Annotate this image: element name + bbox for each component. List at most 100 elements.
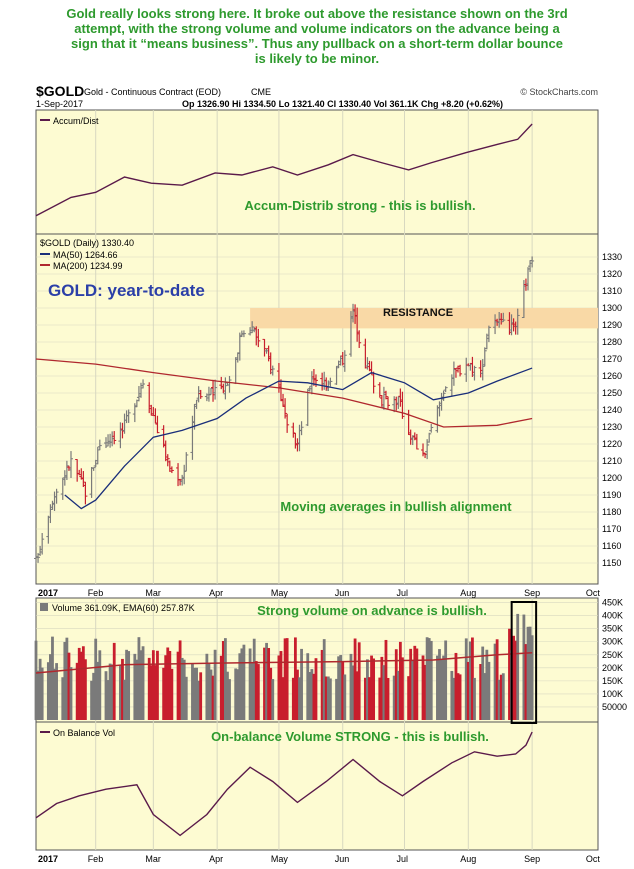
price-x-tick-7: Aug (460, 588, 476, 598)
price-legend-ma200: MA(200) 1234.99 (53, 261, 123, 271)
volume-bar-12 (67, 652, 71, 720)
obv-x-tick-9: Oct (586, 854, 601, 864)
obv-x-tick-5: Jun (335, 854, 350, 864)
price-tick-label-9: 1240 (602, 405, 622, 415)
volume-bar-72 (240, 648, 244, 720)
volume-bar-157 (485, 649, 489, 720)
volume-bar-123 (386, 677, 390, 720)
volume-bar-30 (121, 658, 124, 720)
volume-bar-120 (380, 656, 384, 720)
price-x-tick-2: Mar (145, 588, 161, 598)
volume-bar-131 (411, 660, 415, 720)
volume-bar-35 (135, 659, 139, 720)
volume-bar-151 (468, 641, 472, 720)
volume-bar-8 (55, 663, 58, 720)
volume-bar-154 (479, 664, 483, 720)
volume-bar-121 (382, 665, 386, 720)
price-tick-label-10: 1250 (602, 388, 622, 398)
volume-bar-21 (94, 638, 98, 720)
volume-bar-39 (147, 657, 151, 720)
volume-bar-84 (277, 655, 281, 720)
volume-bar-18 (84, 659, 87, 720)
volume-bar-90 (293, 637, 297, 720)
volume-bar-0 (34, 640, 38, 720)
volume-bar-126 (396, 670, 400, 720)
obv-x-tick-0: 2017 (38, 854, 58, 864)
volume-bar-164 (508, 628, 511, 720)
volume-bar-17 (81, 646, 85, 720)
obv-x-tick-6: Jul (396, 854, 408, 864)
volume-bar-87 (283, 638, 287, 720)
volume-bar-94 (306, 653, 310, 720)
volume-bar-166 (512, 635, 515, 720)
price-x-tick-0: 2017 (38, 588, 58, 598)
volume-bar-77 (254, 661, 258, 720)
volume-tick-label-5: 300K (602, 637, 623, 647)
obv-x-tick-8: Sep (524, 854, 540, 864)
volume-tick-label-7: 400K (602, 611, 623, 621)
volume-bar-91 (296, 669, 299, 720)
volume-bar-130 (409, 648, 413, 720)
volume-bar-67 (226, 671, 229, 720)
volume-annotation: Strong volume on advance is bullish. (257, 603, 487, 618)
volume-legend-label: Volume 361.09K, EMA(60) 257.87K (52, 603, 195, 613)
obv-line (35, 731, 533, 837)
volume-bar-52 (182, 659, 186, 720)
volume-bar-69 (234, 668, 238, 720)
volume-bar-1 (36, 670, 40, 720)
accum-legend: Accum/Dist (40, 116, 99, 126)
volume-bar-171 (526, 626, 530, 720)
ma200-line (35, 358, 533, 428)
volume-bar-74 (248, 648, 252, 720)
chart-quote: Op 1326.90 Hi 1334.50 Lo 1321.40 Cl 1330… (182, 99, 503, 109)
volume-bar-111 (353, 638, 357, 720)
volume-bar-76 (252, 638, 256, 720)
volume-bar-145 (452, 677, 456, 720)
volume-bar-11 (65, 637, 69, 720)
volume-bar-97 (312, 673, 316, 720)
volume-bar-161 (497, 679, 501, 720)
volume-bar-2 (38, 658, 42, 720)
volume-bar-135 (423, 664, 427, 720)
volume-bar-36 (137, 637, 141, 720)
volume-bar-112 (355, 671, 359, 720)
volume-tick-label-1: 100K (602, 689, 623, 699)
volume-ema60-line (35, 651, 533, 674)
volume-bar-49 (176, 651, 180, 720)
chart-symbol: $GOLD (36, 83, 84, 99)
volume-bar-146 (454, 652, 458, 720)
volume-bar-9 (61, 677, 65, 720)
obv-x-tick-2: Mar (145, 854, 161, 864)
volume-bar-85 (279, 651, 283, 720)
price-legend: $GOLD (Daily) 1330.40 MA(50) 1264.66 MA(… (40, 238, 134, 271)
volume-bar-142 (442, 655, 446, 720)
volume-bar-41 (151, 650, 155, 720)
volume-bar-65 (221, 641, 225, 720)
volume-bar-45 (164, 655, 168, 720)
volume-bar-66 (223, 638, 227, 720)
volume-bar-19 (90, 680, 93, 720)
volume-bar-125 (394, 649, 398, 720)
accum-dist-line (35, 123, 533, 217)
volume-bar-159 (493, 643, 497, 720)
price-tick-label-1: 1160 (602, 541, 621, 551)
volume-bar-51 (180, 657, 184, 720)
volume-bar-115 (366, 659, 369, 720)
volume-bar-32 (125, 649, 128, 720)
volume-bar-48 (170, 668, 174, 720)
volume-bar-134 (421, 655, 425, 720)
price-tick-label-7: 1220 (602, 439, 622, 449)
volume-tick-label-3: 200K (602, 663, 623, 673)
volume-bar-62 (211, 675, 215, 720)
volume-bar-96 (310, 669, 314, 720)
price-tick-label-14: 1290 (602, 320, 622, 330)
price-tick-label-12: 1270 (602, 354, 622, 364)
volume-bar-14 (75, 662, 79, 720)
price-title: GOLD: year-to-date (48, 281, 205, 300)
volume-bar-172 (528, 626, 532, 720)
volume-bar-60 (207, 662, 211, 720)
volume-bar-54 (191, 663, 194, 720)
volume-bar-64 (219, 655, 223, 720)
price-tick-label-2: 1170 (602, 524, 621, 534)
volume-bar-147 (456, 673, 460, 720)
